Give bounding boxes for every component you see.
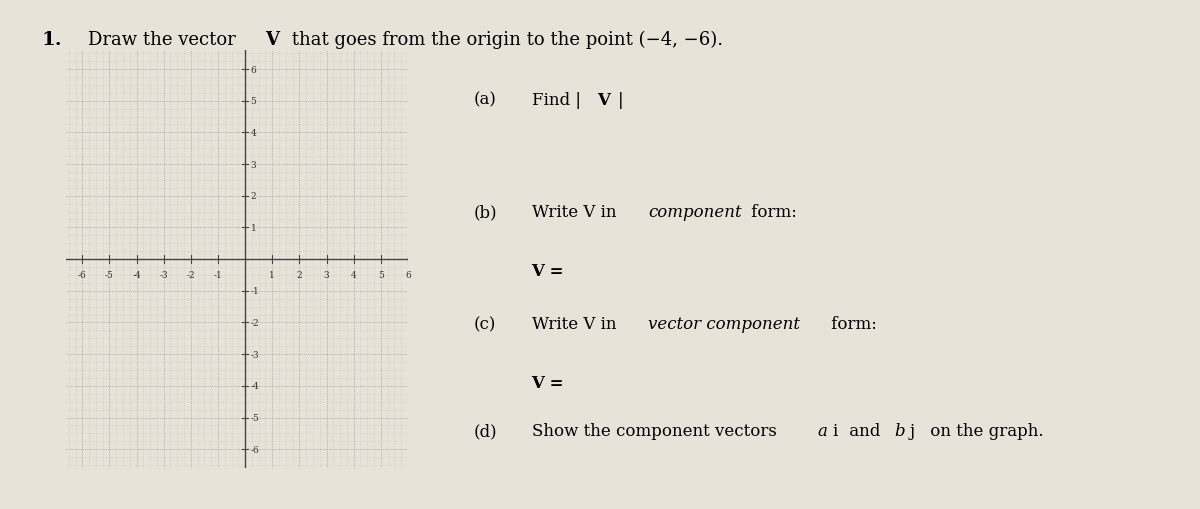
Text: 5: 5 bbox=[378, 271, 384, 279]
Text: Write V in: Write V in bbox=[532, 204, 622, 220]
Text: 4: 4 bbox=[350, 271, 356, 279]
Text: Show the component vectors: Show the component vectors bbox=[532, 422, 781, 439]
Text: -1: -1 bbox=[214, 271, 222, 279]
Text: -2: -2 bbox=[251, 318, 259, 327]
Text: 4: 4 bbox=[251, 129, 257, 137]
Text: |: | bbox=[618, 92, 624, 108]
Text: -5: -5 bbox=[251, 413, 259, 422]
Text: form:: form: bbox=[826, 316, 876, 332]
Text: Draw the vector: Draw the vector bbox=[88, 31, 241, 48]
Text: -6: -6 bbox=[251, 445, 259, 454]
Text: -3: -3 bbox=[160, 271, 168, 279]
Text: on the graph.: on the graph. bbox=[925, 422, 1044, 439]
Text: -5: -5 bbox=[104, 271, 114, 279]
Text: -6: -6 bbox=[78, 271, 86, 279]
Text: i: i bbox=[833, 422, 838, 439]
Text: (b): (b) bbox=[474, 204, 498, 220]
Text: 6: 6 bbox=[251, 65, 257, 74]
Text: 2: 2 bbox=[296, 271, 302, 279]
Text: that goes from the origin to the point (−4, −6).: that goes from the origin to the point (… bbox=[286, 31, 722, 49]
Text: component: component bbox=[648, 204, 742, 220]
Text: V =: V = bbox=[532, 374, 564, 391]
Text: 3: 3 bbox=[251, 160, 256, 169]
Text: a: a bbox=[817, 422, 827, 439]
Text: Write V in: Write V in bbox=[532, 316, 622, 332]
Text: -4: -4 bbox=[251, 382, 259, 390]
Text: 3: 3 bbox=[324, 271, 329, 279]
Text: and: and bbox=[844, 422, 886, 439]
Text: 2: 2 bbox=[251, 192, 256, 201]
Text: -1: -1 bbox=[251, 287, 259, 296]
Text: -4: -4 bbox=[132, 271, 140, 279]
Text: 1: 1 bbox=[270, 271, 275, 279]
Text: (c): (c) bbox=[474, 316, 497, 332]
Text: 5: 5 bbox=[251, 97, 257, 106]
Text: V =: V = bbox=[532, 262, 564, 279]
Text: V: V bbox=[265, 31, 280, 48]
Text: (a): (a) bbox=[474, 92, 497, 108]
Text: 1.: 1. bbox=[42, 31, 62, 48]
Text: b: b bbox=[894, 422, 905, 439]
Text: -3: -3 bbox=[251, 350, 259, 359]
Text: vector component: vector component bbox=[648, 316, 800, 332]
Text: (d): (d) bbox=[474, 422, 498, 439]
Text: V: V bbox=[598, 92, 611, 108]
Text: Find |: Find | bbox=[532, 92, 581, 108]
Text: form:: form: bbox=[746, 204, 797, 220]
Text: 1: 1 bbox=[251, 223, 257, 233]
Text: j: j bbox=[910, 422, 914, 439]
Text: 6: 6 bbox=[406, 271, 410, 279]
Text: -2: -2 bbox=[186, 271, 196, 279]
